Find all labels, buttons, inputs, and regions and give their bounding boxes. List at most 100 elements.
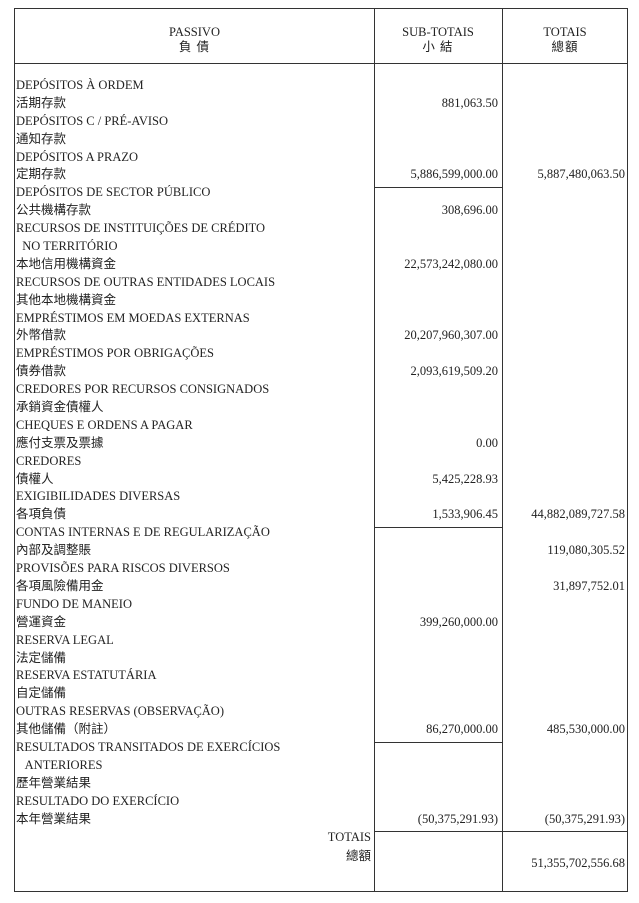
subtotal-rule (374, 741, 502, 743)
row-label: 承銷資金債權人 (16, 400, 104, 415)
table-row: 內部及調整賬 119,080,305.52 (15, 542, 627, 560)
table-row: EXIGIBILIDADES DIVERSAS (15, 488, 627, 506)
table-row: EMPRÉSTIMOS POR OBRIGAÇÕES (15, 345, 627, 363)
row-label: RECURSOS DE OUTRAS ENTIDADES LOCAIS (16, 274, 276, 289)
table-row: 債券借款 2,093,619,509.20 (15, 363, 627, 381)
row-subtotal: 86,270,000.00 (426, 722, 498, 737)
row-label: 其他儲備（附註） (16, 722, 117, 737)
row-label: 應付支票及票據 (16, 435, 104, 450)
subtotal-rule (374, 831, 502, 833)
table-row: 承銷資金債權人 (15, 399, 627, 417)
row-label: DEPÓSITOS C / PRÉ-AVISO (16, 113, 169, 128)
table-row: DEPÓSITOS A PRAZO (15, 149, 627, 167)
row-label: EMPRÉSTIMOS EM MOEDAS EXTERNAS (16, 310, 250, 325)
table-row: 公共機構存款 308,696.00 (15, 202, 627, 220)
grand-total-value: 51,355,702,556.68 (531, 856, 625, 870)
grand-total-label-zh: 總額 (345, 849, 371, 863)
row-label: 本地信用機構資金 (16, 256, 117, 271)
table-row: DEPÓSITOS C / PRÉ-AVISO (15, 113, 627, 131)
table-row: 外幣借款 20,207,960,307.00 (15, 327, 627, 345)
row-label: FUNDO DE MANEIO (16, 596, 132, 611)
table-row: RESULTADOS TRANSITADOS DE EXERCÍCIOS (15, 739, 627, 757)
row-subtotal: 0.00 (476, 435, 498, 450)
row-total: 119,080,305.52 (547, 543, 625, 558)
row-label: 活期存款 (16, 95, 67, 110)
header-passivo-label: PASSIVO (169, 25, 220, 39)
table-row: RECURSOS DE INSTITUIÇÕES DE CRÉDITO (15, 220, 627, 238)
row-label: 公共機構存款 (16, 203, 92, 218)
table-row: 通知存款 (15, 131, 627, 149)
table-header: PASSIVO 負 債 SUB-TOTAIS 小 結 TOTAIS 總額 (15, 9, 627, 64)
column-divider (374, 9, 375, 891)
table-row: 本年營業結果 (50,375,291.93) (50,375,291.93) (15, 811, 628, 833)
row-subtotal: 5,425,228.93 (432, 471, 498, 486)
table-row: CREDORES POR RECURSOS CONSIGNADOS (15, 381, 627, 399)
table-row: CREDORES (15, 453, 627, 471)
table-row: NO TERRITÓRIO (15, 238, 627, 256)
row-label: CREDORES (16, 453, 82, 468)
row-subtotal: 399,260,000.00 (419, 614, 498, 629)
subtotal-rule (374, 527, 502, 529)
subtotal-rule (374, 187, 502, 189)
header-subtotais-label-zh: 小 結 (422, 40, 454, 54)
table-row: FUNDO DE MANEIO (15, 596, 627, 614)
table-row: 各項風險備用金 31,897,752.01 (15, 578, 627, 596)
table-row: EMPRÉSTIMOS EM MOEDAS EXTERNAS (15, 310, 627, 328)
row-label: DEPÓSITOS A PRAZO (16, 149, 139, 164)
row-label: RESULTADO DO EXERCÍCIO (16, 793, 180, 808)
table-body: DEPÓSITOS À ORDEM 活期存款 881,063.50 DEPÓSITOS… (15, 77, 628, 833)
row-subtotal: 22,573,242,080.00 (404, 256, 498, 271)
table-row: 定期存款 5,886,599,000.00 5,887,480,063.50 (15, 166, 627, 189)
table-row: DEPÓSITOS DE SECTOR PÚBLICO (15, 184, 627, 202)
row-subtotal: (50,375,291.93) (417, 811, 498, 826)
row-label: 內部及調整賬 (16, 543, 92, 558)
row-label: NO TERRITÓRIO (16, 239, 118, 254)
table-row: RESERVA ESTATUTÁRIA (15, 667, 627, 685)
table-row: CHEQUES E ORDENS A PAGAR (15, 417, 627, 435)
row-label: 本年營業結果 (16, 811, 92, 826)
row-label: 其他本地機構資金 (16, 292, 117, 307)
table-row: RECURSOS DE OUTRAS ENTIDADES LOCAIS (15, 274, 627, 292)
row-label: 債券借款 (16, 364, 67, 379)
table-row: 債權人 5,425,228.93 (15, 471, 627, 489)
row-label: 外幣借款 (16, 328, 67, 343)
table-row: RESERVA LEGAL (15, 632, 627, 650)
table-row: 營運資金 399,260,000.00 (15, 614, 627, 632)
row-total: 31,897,752.01 (553, 578, 625, 593)
row-subtotal: 308,696.00 (441, 203, 498, 218)
table-row: RESULTADO DO EXERCÍCIO (15, 793, 627, 811)
row-subtotal: 2,093,619,509.20 (410, 364, 499, 379)
row-label: 通知存款 (16, 131, 67, 146)
row-label: 法定儲備 (16, 650, 67, 665)
table-row: 本地信用機構資金 22,573,242,080.00 (15, 256, 627, 274)
row-label: 各項風險備用金 (16, 578, 104, 593)
row-label: RESERVA ESTATUTÁRIA (16, 668, 157, 683)
row-subtotal: 20,207,960,307.00 (404, 328, 498, 343)
row-label: RECURSOS DE INSTITUIÇÕES DE CRÉDITO (16, 221, 266, 236)
row-label: RESULTADOS TRANSITADOS DE EXERCÍCIOS (16, 739, 281, 754)
header-totais-label-zh: 總額 (551, 40, 579, 54)
header-totais-label: TOTAIS (543, 25, 587, 39)
table-row: DEPÓSITOS À ORDEM (15, 77, 627, 95)
row-label: DEPÓSITOS DE SECTOR PÚBLICO (16, 185, 211, 200)
row-label: OUTRAS RESERVAS (OBSERVAÇÃO) (16, 704, 224, 719)
table-row: 其他本地機構資金 (15, 292, 627, 310)
row-subtotal: 5,886,599,000.00 (410, 167, 499, 182)
row-label: ANTERIORES (16, 757, 103, 772)
row-label: EXIGIBILIDADES DIVERSAS (16, 489, 181, 504)
table-row: PROVISÕES PARA RISCOS DIVERSOS (15, 560, 627, 578)
balance-sheet-liabilities-table: PASSIVO 負 債 SUB-TOTAIS 小 結 TOTAIS 總額 DEP… (14, 8, 628, 892)
header-passivo-label-zh: 負 債 (178, 40, 211, 54)
row-label: 債權人 (16, 471, 54, 486)
row-label: CREDORES POR RECURSOS CONSIGNADOS (16, 382, 270, 397)
row-total: 485,530,000.00 (546, 722, 625, 737)
row-label: RESERVA LEGAL (16, 632, 114, 647)
row-label: CONTAS INTERNAS E DE REGULARIZAÇÃO (16, 525, 270, 540)
row-label: 自定儲備 (16, 686, 67, 701)
header-subtotais-label: SUB-TOTAIS (402, 25, 474, 39)
table-row: 法定儲備 (15, 650, 627, 668)
table-row: 自定儲備 (15, 685, 627, 703)
row-total: 5,887,480,063.50 (537, 167, 626, 182)
column-divider (502, 9, 503, 891)
table-row: 活期存款 881,063.50 (15, 95, 627, 113)
